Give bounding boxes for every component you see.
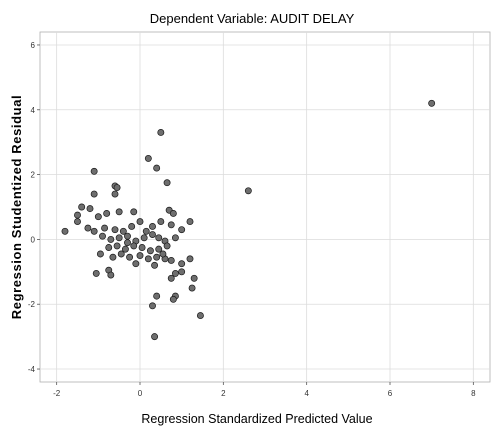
data-point	[107, 235, 115, 243]
data-point	[159, 250, 167, 258]
y-axis-label: Regression Studentized Residual	[9, 95, 24, 319]
data-point	[99, 232, 106, 240]
data-point	[169, 210, 177, 217]
data-point	[153, 164, 161, 172]
data-point	[186, 218, 194, 226]
data-point	[113, 184, 121, 192]
data-point	[90, 167, 98, 175]
data-point	[151, 333, 159, 341]
data-point	[171, 234, 179, 242]
data-point	[155, 245, 163, 253]
data-point	[151, 261, 159, 269]
y-tick-label: -2	[28, 300, 36, 309]
data-point	[130, 242, 138, 250]
data-point	[111, 226, 119, 234]
data-point	[115, 208, 123, 216]
data-point	[130, 208, 138, 216]
x-tick-label: 6	[388, 389, 393, 398]
data-point	[119, 227, 127, 235]
data-point	[105, 244, 113, 251]
data-point	[153, 253, 161, 261]
y-tick-label: 0	[31, 235, 36, 244]
data-point	[78, 203, 86, 211]
data-point	[121, 245, 129, 253]
x-tick-label: 4	[304, 389, 309, 398]
data-point	[144, 255, 152, 263]
data-point	[128, 222, 136, 230]
data-point	[428, 99, 436, 107]
data-point	[124, 239, 131, 247]
data-point	[115, 234, 123, 242]
x-tick-label: 2	[221, 389, 226, 398]
data-point	[74, 218, 81, 226]
data-point	[169, 295, 177, 303]
data-point	[178, 268, 186, 276]
y-tick-label: 6	[31, 41, 36, 50]
data-point	[90, 227, 98, 235]
data-point	[107, 271, 115, 279]
x-axis-label: Regression Standardized Predicted Value	[141, 412, 372, 426]
data-point	[157, 218, 165, 226]
data-point	[124, 232, 131, 240]
x-tick-label: 0	[138, 389, 143, 398]
data-point	[96, 250, 104, 258]
data-point	[167, 274, 175, 282]
x-tick-label: 8	[471, 389, 476, 398]
data-point	[155, 234, 163, 242]
data-point	[167, 257, 175, 264]
data-point	[142, 227, 150, 235]
data-point	[171, 269, 179, 277]
y-tick-label: 4	[31, 106, 36, 115]
data-point	[153, 292, 161, 300]
data-point	[167, 221, 175, 229]
data-point	[136, 252, 144, 260]
data-points	[61, 99, 436, 341]
data-point	[149, 222, 156, 230]
data-point	[140, 234, 148, 242]
data-point	[74, 211, 81, 219]
data-point	[111, 190, 119, 198]
data-point	[178, 260, 186, 268]
x-tick-label: -2	[53, 389, 61, 398]
data-point	[196, 312, 204, 320]
data-point	[178, 226, 186, 234]
data-point	[113, 242, 121, 250]
y-tick-label: -4	[28, 365, 36, 374]
y-tick-label: 2	[31, 171, 36, 180]
data-point	[244, 187, 252, 195]
axis-ticks: -2 0 2 4 6 8 -4 -2 0 2 4 6	[28, 41, 476, 398]
chart-title: Dependent Variable: AUDIT DELAY	[150, 11, 355, 26]
data-point	[84, 224, 92, 232]
data-point	[101, 224, 109, 232]
data-point	[186, 255, 194, 263]
grid	[40, 32, 490, 382]
data-point	[126, 253, 134, 261]
data-point	[146, 247, 154, 255]
data-point	[86, 205, 94, 213]
data-point	[117, 250, 125, 258]
plot-area	[39, 31, 491, 383]
data-point	[163, 179, 171, 187]
data-point	[103, 210, 111, 217]
data-point	[188, 284, 196, 292]
data-point	[149, 302, 156, 310]
data-point	[136, 218, 144, 226]
data-point	[94, 213, 102, 221]
data-point	[61, 227, 69, 235]
data-point	[157, 129, 165, 136]
data-point	[138, 244, 146, 251]
data-point	[90, 190, 98, 198]
data-point	[149, 231, 156, 238]
data-point	[132, 260, 140, 268]
data-point	[109, 253, 117, 261]
data-point	[92, 269, 100, 277]
data-point	[190, 274, 198, 282]
data-point	[163, 242, 171, 250]
data-point	[144, 154, 152, 162]
